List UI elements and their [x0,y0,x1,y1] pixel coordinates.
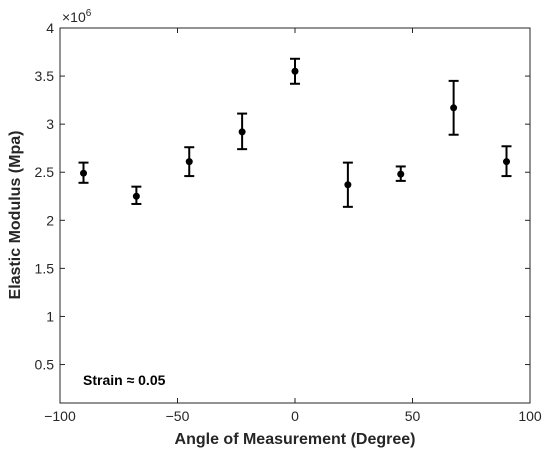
x-tick-label: 100 [518,408,542,424]
data-point [291,67,299,75]
y-tick-label: 1 [46,308,54,324]
y-tick-label: 1.5 [35,260,55,276]
exponent-base: ×10 [62,9,86,25]
x-tick-label: 0 [291,408,299,424]
plot-area [59,27,531,404]
data-point [397,170,405,178]
data-point [185,158,193,166]
y-tick-label: 2.5 [35,164,55,180]
data-point [80,169,87,177]
x-tick-label: −100 [44,408,76,424]
exponent-label: ×106 [62,8,92,25]
y-axis-title: Elastic Modulus (Mpa) [7,131,24,300]
strain-annotation: Strain ≈ 0.05 [83,372,166,388]
y-tick-label: 3.5 [35,68,55,84]
x-tick-label: −50 [166,408,190,424]
exponent-power: 6 [86,8,92,19]
x-tick-label: 50 [405,408,421,424]
x-axis-title: Angle of Measurement (Degree) [175,431,416,448]
data-marks [78,57,512,208]
data-point [450,104,458,112]
data-point [503,158,510,166]
data-point [238,128,246,136]
y-tick-label: 0.5 [35,357,55,373]
y-tick-label: 2 [46,212,54,228]
data-point [132,192,140,200]
data-point [344,181,352,189]
tick-group: −100 −50 0 50 100 0.5 1 1.5 2 2.5 3 3.5 4 [35,20,542,424]
y-tick-label: 3 [46,116,54,132]
y-tick-label: 4 [46,20,54,36]
